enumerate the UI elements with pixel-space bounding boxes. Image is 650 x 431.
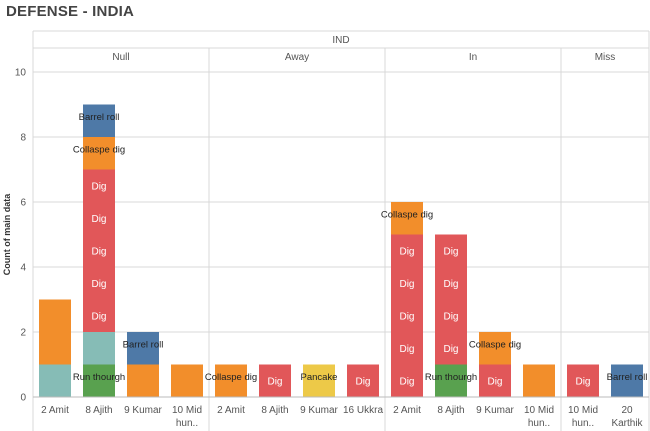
y-tick-label: 4	[20, 263, 26, 274]
bar-segment[interactable]	[391, 202, 423, 235]
category-label: 10 Mid	[172, 405, 202, 416]
category-label: 2 Amit	[41, 405, 69, 416]
bar-segment[interactable]	[83, 299, 115, 333]
bar-segment[interactable]	[435, 364, 467, 398]
segment-label: Dig	[443, 246, 458, 257]
segment-label: Dig	[399, 279, 414, 290]
category-label: 2 Amit	[393, 405, 421, 416]
group-header-label: Away	[285, 52, 309, 63]
segment-label: Run thourgh	[73, 372, 125, 383]
bar-segment[interactable]	[391, 234, 423, 268]
bar-segment[interactable]	[83, 137, 115, 170]
segment-label: Dig	[399, 311, 414, 322]
bar-segment[interactable]	[391, 332, 423, 365]
segment-label: Dig	[91, 181, 106, 192]
group-header-label: Null	[112, 52, 129, 63]
bar-segment[interactable]	[523, 364, 555, 398]
segment-label: Dig	[399, 376, 414, 387]
bar-segment[interactable]	[83, 169, 115, 203]
category-label: hun..	[528, 418, 550, 429]
category-label: hun..	[176, 418, 198, 429]
bar-segment[interactable]	[215, 364, 247, 398]
bar-segment[interactable]	[479, 332, 511, 365]
bar-segment[interactable]	[127, 332, 159, 365]
y-tick-label: 6	[20, 198, 26, 209]
category-label: 9 Kumar	[476, 405, 514, 416]
y-axis-label: Count of main data	[2, 193, 12, 275]
segment-label: Collaspe dig	[205, 372, 257, 383]
bar-segment[interactable]	[435, 299, 467, 333]
bar-segment[interactable]	[259, 364, 291, 398]
category-label: 20	[621, 405, 633, 416]
y-tick-label: 0	[20, 393, 26, 404]
bar-segment[interactable]	[83, 332, 115, 365]
category-label: 10 Mid	[524, 405, 554, 416]
category-label: 9 Kumar	[124, 405, 162, 416]
category-label: 8 Ajith	[261, 405, 288, 416]
segment-label: Dig	[267, 376, 282, 387]
segment-label: Dig	[91, 246, 106, 257]
bar-segment[interactable]	[303, 364, 335, 398]
bar-segment[interactable]	[611, 364, 643, 398]
segment-label: Dig	[91, 214, 106, 225]
bar-segment[interactable]	[83, 234, 115, 268]
segment-label: Run thourgh	[425, 372, 477, 383]
category-label: Karthik	[611, 418, 643, 429]
bar-segment[interactable]	[83, 202, 115, 235]
bar-segment[interactable]	[39, 299, 71, 365]
segment-label: Barrel roll	[123, 340, 164, 351]
chart-title: DEFENSE - INDIA	[6, 3, 135, 20]
bar-segment[interactable]	[83, 364, 115, 398]
bar-segment[interactable]	[567, 364, 599, 398]
segment-label: Dig	[487, 376, 502, 387]
group-header-label: In	[469, 52, 477, 63]
bar-segment[interactable]	[391, 364, 423, 398]
segment-label: Collaspe dig	[381, 210, 433, 221]
segment-label: Dig	[443, 311, 458, 322]
segment-label: Barrel roll	[607, 372, 648, 383]
bar-segment[interactable]	[39, 364, 71, 398]
bar-segment[interactable]	[391, 299, 423, 333]
segment-label: Dig	[443, 344, 458, 355]
category-label: 16 Ukkra	[343, 405, 383, 416]
category-label: hun..	[572, 418, 594, 429]
segment-label: Dig	[91, 279, 106, 290]
segment-label: Dig	[575, 376, 590, 387]
category-label: 9 Kumar	[300, 405, 338, 416]
bar-segment[interactable]	[391, 267, 423, 300]
bar-segment[interactable]	[435, 234, 467, 268]
bar-segment[interactable]	[479, 364, 511, 398]
bar-segment[interactable]	[435, 267, 467, 300]
category-label: 8 Ajith	[85, 405, 112, 416]
y-tick-label: 8	[20, 133, 26, 144]
segment-label: Dig	[355, 376, 370, 387]
segment-label: Dig	[91, 311, 106, 322]
top-header-label: IND	[332, 35, 349, 46]
bar-segment[interactable]	[127, 364, 159, 398]
segment-label: Pancake	[301, 372, 338, 383]
category-label: 10 Mid	[568, 405, 598, 416]
segment-label: Barrel roll	[79, 112, 120, 123]
category-label: 2 Amit	[217, 405, 245, 416]
segment-label: Collaspe dig	[73, 145, 125, 156]
bar-segment[interactable]	[83, 104, 115, 138]
segment-label: Dig	[443, 279, 458, 290]
bar-segment[interactable]	[347, 364, 379, 398]
segment-label: Dig	[399, 246, 414, 257]
segment-label: Collaspe dig	[469, 340, 521, 351]
bar-segment[interactable]	[83, 267, 115, 300]
y-tick-label: 10	[15, 68, 27, 79]
bar-segment[interactable]	[171, 364, 203, 398]
segment-label: Dig	[399, 344, 414, 355]
category-label: 8 Ajith	[437, 405, 464, 416]
group-header-label: Miss	[595, 52, 616, 63]
y-tick-label: 2	[20, 328, 26, 339]
bar-segment[interactable]	[435, 332, 467, 365]
